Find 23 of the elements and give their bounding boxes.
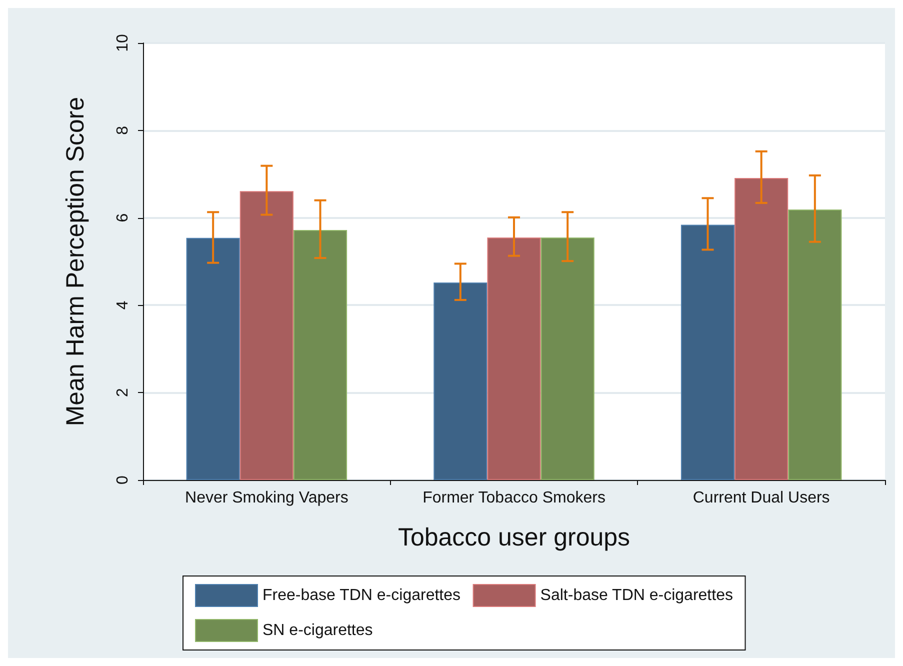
x-tick-label: Current Dual Users <box>692 490 830 506</box>
bar <box>788 209 842 480</box>
x-tick-label: Former Tobacco Smokers <box>422 490 606 506</box>
x-tick-label: Never Smoking Vapers <box>185 490 348 506</box>
bar <box>186 238 240 480</box>
legend-label: Free-base TDN e-cigarettes <box>262 587 460 604</box>
bar <box>487 237 541 480</box>
y-tick-label: 2 <box>114 388 132 398</box>
bar <box>434 282 488 480</box>
bar <box>240 191 294 480</box>
y-tick-label: 0 <box>114 475 132 484</box>
y-tick-label: 4 <box>114 300 132 310</box>
bar <box>540 237 594 480</box>
x-axis-title: Tobacco user groups <box>398 524 630 552</box>
bar <box>680 224 735 480</box>
legend-label: Salt-base TDN e-cigarettes <box>540 587 733 604</box>
y-tick-label: 6 <box>114 213 132 222</box>
y-tick-label: 10 <box>114 34 132 52</box>
legend-label: SN e-cigarettes <box>262 622 373 639</box>
bar <box>293 230 348 480</box>
y-tick-label: 8 <box>114 126 132 135</box>
y-axis-title: Mean Harm Perception Score <box>62 96 90 426</box>
bar <box>734 178 788 480</box>
